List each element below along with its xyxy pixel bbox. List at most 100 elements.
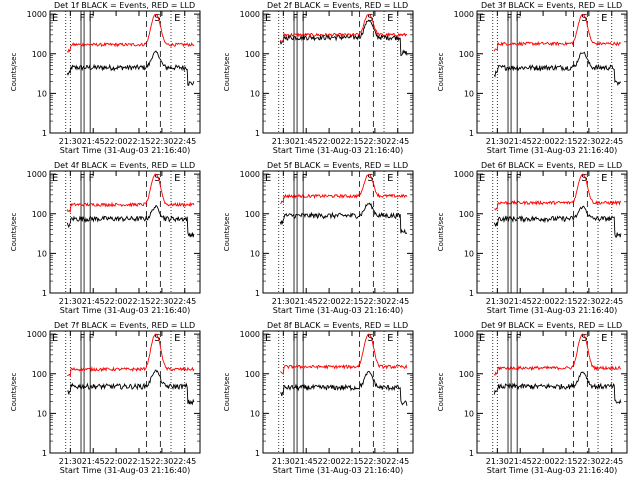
y-tick-label: 1000 [240, 10, 260, 19]
events-series-line [279, 19, 408, 57]
y-tick-label: 1000 [240, 330, 260, 339]
region-letter: F [292, 333, 298, 344]
y-tick-label: 10 [464, 249, 474, 258]
x-tick-label: 21:45 [509, 457, 532, 466]
x-tick-label: 22:00 [105, 457, 128, 466]
region-letter: F [506, 13, 512, 24]
region-letter: F [506, 333, 512, 344]
x-tick-label: 22:45 [600, 137, 623, 146]
y-axis-label: Counts/sec [10, 373, 18, 412]
x-tick-label: 22:45 [173, 457, 196, 466]
y-axis-label: Counts/sec [437, 373, 445, 412]
panel-2: Det 2f BLACK = Events, RED = LLD 1 10 100 10… [223, 1, 414, 155]
region-letter: E [265, 173, 271, 184]
y-tick-label: 10 [250, 89, 260, 98]
events-series-line [493, 205, 622, 238]
y-tick-label: 1 [255, 129, 260, 138]
x-tick-label: 22:30 [150, 137, 173, 146]
panel-3: Det 3f BLACK = Events, RED = LLD 1 10 100 10… [437, 1, 628, 155]
x-tick-label: 22:15 [340, 457, 363, 466]
x-tick-label: 21:30 [272, 457, 295, 466]
x-tick-label: 21:30 [59, 457, 82, 466]
x-axis-label: Start Time (31-Aug-03 21:16:40) [60, 466, 191, 475]
y-tick-label: 1 [255, 449, 260, 458]
y-tick-label: 100 [245, 370, 260, 379]
region-letter: F [79, 13, 85, 24]
y-tick-label: 10 [37, 249, 47, 258]
x-tick-label: 21:45 [509, 297, 532, 306]
x-tick-label: 21:45 [295, 137, 318, 146]
plot-frame [476, 330, 628, 454]
x-tick-label: 22:45 [386, 137, 409, 146]
x-tick-label: 22:15 [554, 137, 577, 146]
x-tick-label: 21:45 [82, 137, 105, 146]
region-letter: F [302, 13, 308, 24]
x-axis-label: Start Time (31-Aug-03 21:16:40) [273, 306, 404, 315]
y-tick-label: 1 [469, 129, 474, 138]
region-letter: F [302, 333, 308, 344]
y-tick-label: 100 [32, 370, 47, 379]
lld-series-line [67, 333, 195, 378]
x-tick-label: 22:30 [577, 137, 600, 146]
events-series-line [67, 369, 195, 406]
region-letter: F [516, 13, 522, 24]
region-letter: F [79, 333, 85, 344]
plot-frame [476, 170, 628, 294]
lld-series-line [493, 13, 622, 52]
lld-series-line [494, 173, 622, 211]
x-tick-label: 22:15 [340, 137, 363, 146]
x-tick-label: 22:00 [105, 137, 128, 146]
y-tick-label: 10 [464, 89, 474, 98]
region-letter: E [174, 13, 180, 24]
x-axis-label: Start Time (31-Aug-03 21:16:40) [487, 146, 618, 155]
y-tick-label: 10 [37, 89, 47, 98]
events-series-line [66, 50, 195, 86]
x-tick-label: 22:00 [318, 297, 341, 306]
x-axis-label: Start Time (31-Aug-03 21:16:40) [273, 466, 404, 475]
region-letter: F [516, 173, 522, 184]
x-tick-label: 22:00 [105, 297, 128, 306]
panel-9: Det 9f BLACK = Events, RED = LLD 1 10 100 10… [437, 321, 628, 475]
x-tick-label: 22:15 [340, 297, 363, 306]
y-tick-label: 1 [42, 289, 47, 298]
panel-title: Det 4f BLACK = Events, RED = LLD [54, 161, 195, 170]
x-tick-label: 21:30 [486, 297, 509, 306]
panel-title: Det 5f BLACK = Events, RED = LLD [267, 161, 408, 170]
region-letter: E [479, 173, 485, 184]
x-axis-label: Start Time (31-Aug-03 21:16:40) [273, 146, 404, 155]
y-tick-label: 10 [250, 249, 260, 258]
plot-frame [49, 330, 201, 454]
y-tick-label: 100 [32, 50, 47, 59]
lld-series-line [280, 333, 408, 375]
y-axis-label: Counts/sec [437, 213, 445, 252]
panel-title: Det 6f BLACK = Events, RED = LLD [481, 161, 622, 170]
y-tick-label: 1 [42, 129, 47, 138]
region-letter: S [154, 333, 160, 344]
y-axis-label: Counts/sec [223, 373, 231, 412]
events-series-line [280, 370, 408, 406]
region-letter: E [52, 173, 58, 184]
x-tick-label: 22:45 [386, 297, 409, 306]
region-letter: F [89, 13, 95, 24]
panel-title: Det 9f BLACK = Events, RED = LLD [481, 321, 622, 330]
y-axis-label: Counts/sec [223, 213, 231, 252]
region-letter: F [292, 173, 298, 184]
panel-4: Det 4f BLACK = Events, RED = LLD 1 10 100 10… [10, 161, 201, 315]
plot-frame [262, 10, 414, 134]
plot-frame [476, 10, 628, 134]
panel-title: Det 2f BLACK = Events, RED = LLD [267, 1, 408, 10]
x-tick-label: 22:45 [173, 137, 196, 146]
plot-frame [49, 10, 201, 134]
region-letter: E [479, 333, 485, 344]
x-tick-label: 22:15 [554, 297, 577, 306]
x-tick-label: 21:30 [272, 297, 295, 306]
region-letter: E [265, 13, 271, 24]
panel-7: Det 7f BLACK = Events, RED = LLD 1 10 100 10… [10, 321, 201, 475]
panel-title: Det 8f BLACK = Events, RED = LLD [267, 321, 408, 330]
x-tick-label: 22:30 [363, 457, 386, 466]
region-letter: F [292, 13, 298, 24]
y-tick-label: 100 [245, 50, 260, 59]
x-tick-label: 22:15 [127, 457, 150, 466]
